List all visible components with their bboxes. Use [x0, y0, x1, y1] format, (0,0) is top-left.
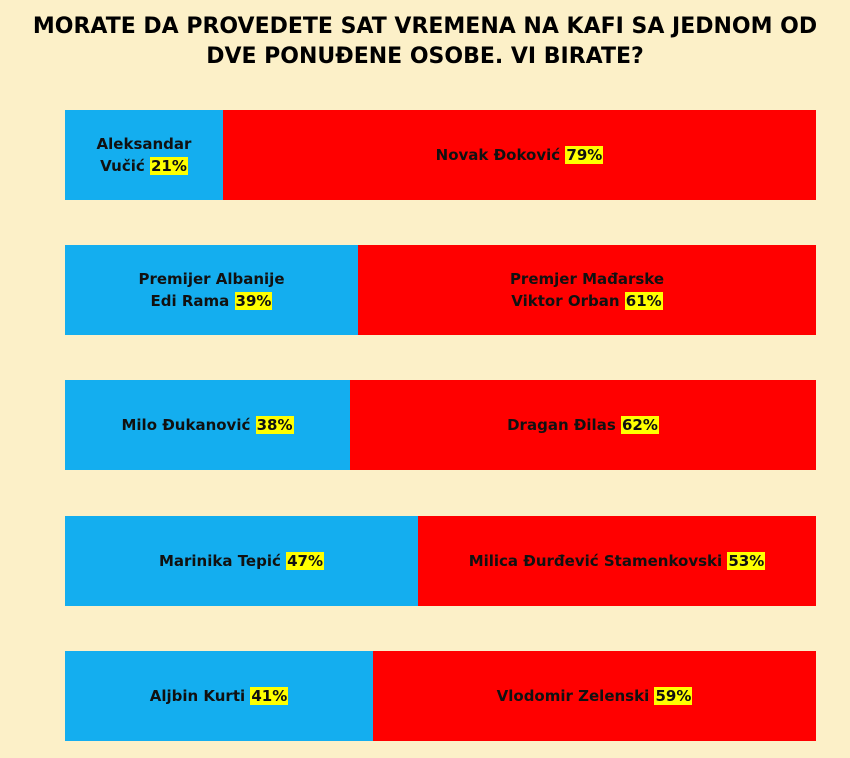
left-label: Milo Đukanović 38% [121, 414, 294, 436]
left-label: Premijer Albanije Edi Rama 39% [138, 268, 285, 312]
right-label: Vlodomir Zelenski 59% [497, 685, 693, 707]
right-name: Milica Đurđević Stamenkovski [468, 552, 723, 570]
right-name: Viktor Orban [511, 292, 620, 310]
left-name: Vučić [100, 157, 145, 175]
left-label: Aleksandar Vučić 21% [96, 133, 192, 177]
bar-row: Aleksandar Vučić 21% Novak Đoković 79% [65, 110, 816, 200]
left-bar-segment: Marinika Tepić 47% [65, 516, 418, 606]
bar-row: Aljbin Kurti 41% Vlodomir Zelenski 59% [65, 651, 816, 741]
left-bar-segment: Aljbin Kurti 41% [65, 651, 373, 741]
chart-title: MORATE DA PROVEDETE SAT VREMENA NA KAFI … [0, 12, 850, 72]
left-label: Marinika Tepić 47% [158, 550, 325, 572]
bar-row: Marinika Tepić 47% Milica Đurđević Stamen… [65, 516, 816, 606]
right-percent-label: 53% [727, 552, 766, 570]
right-label: Premjer Mađarske Viktor Orban 61% [510, 268, 664, 312]
right-percent-label: 79% [565, 146, 604, 164]
left-percent-label: 21% [150, 157, 188, 175]
left-label: Aljbin Kurti 41% [150, 685, 289, 707]
right-label: Milica Đurđević Stamenkovski 53% [469, 550, 766, 572]
right-bar-segment: Vlodomir Zelenski 59% [373, 651, 816, 741]
bar-row: Premijer Albanije Edi Rama 39% Premjer Mađ… [65, 245, 816, 335]
right-percent-label: 59% [654, 687, 693, 705]
right-label: Dragan Đilas 62% [507, 414, 659, 436]
right-bar-segment: Novak Đoković 79% [223, 110, 816, 200]
right-name: Novak Đoković [435, 146, 561, 164]
left-percent-label: 38% [255, 416, 294, 434]
right-bar-segment: Milica Đurđević Stamenkovski 53% [418, 516, 816, 606]
left-name: Marinika Tepić [158, 552, 281, 570]
chart-title-line-1: MORATE DA PROVEDETE SAT VREMENA NA KAFI … [32, 14, 818, 39]
right-percent-label: 62% [620, 416, 659, 434]
left-percent-label: 47% [286, 552, 325, 570]
right-name: Vlodomir Zelenski [496, 687, 650, 705]
left-name: Premijer Albanije [138, 270, 285, 288]
right-name: Dragan Đilas [507, 416, 616, 434]
left-name: Aljbin Kurti [149, 687, 246, 705]
left-name: Edi Rama [150, 292, 230, 310]
chart-title-line-2: DVE PONUĐENE OSOBE. VI BIRATE? [206, 44, 644, 69]
right-name: Premjer Mađarske [509, 270, 665, 288]
left-bar-segment: Premijer Albanije Edi Rama 39% [65, 245, 358, 335]
bar-row: Milo Đukanović 38% Dragan Đilas 62% [65, 380, 816, 470]
left-name: Aleksandar [96, 135, 192, 153]
right-label: Novak Đoković 79% [436, 144, 604, 166]
left-percent-label: 41% [250, 687, 289, 705]
right-bar-segment: Premjer Mađarske Viktor Orban 61% [358, 245, 816, 335]
right-bar-segment: Dragan Đilas 62% [350, 380, 816, 470]
left-bar-segment: Milo Đukanović 38% [65, 380, 350, 470]
left-bar-segment: Aleksandar Vučić 21% [65, 110, 223, 200]
right-percent-label: 61% [624, 292, 663, 310]
left-percent-label: 39% [234, 292, 273, 310]
left-name: Milo Đukanović [121, 416, 251, 434]
